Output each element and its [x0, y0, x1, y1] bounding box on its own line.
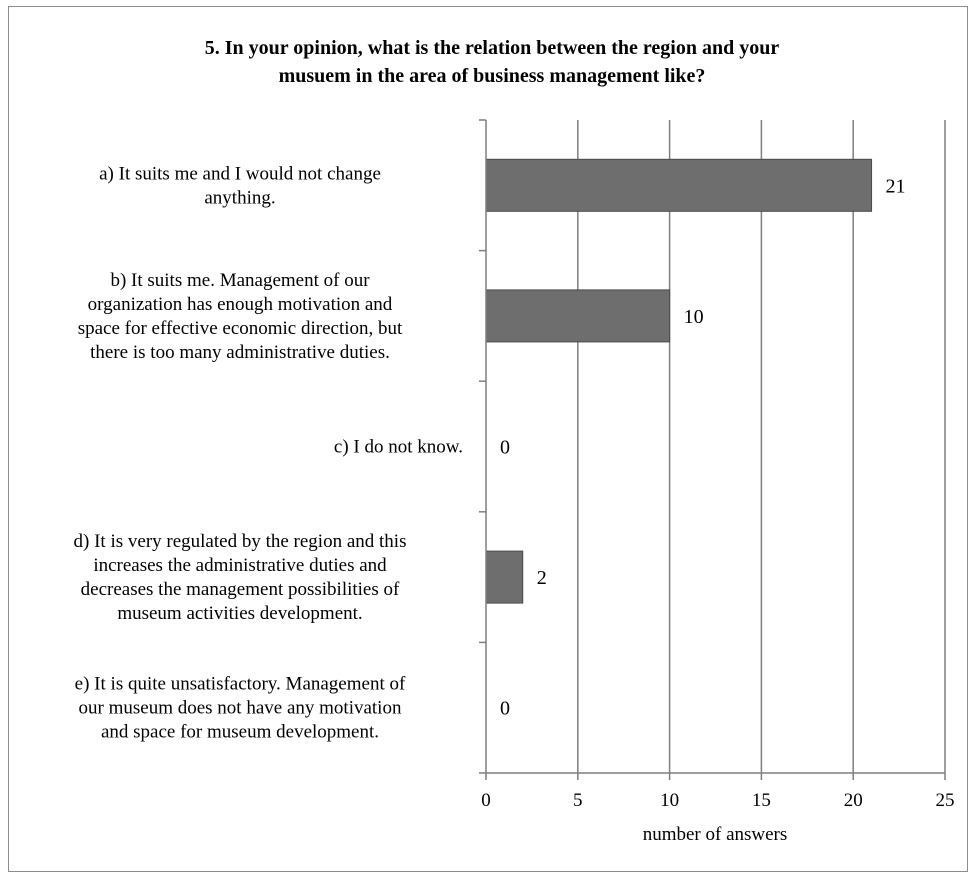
data-label-2: 0 — [500, 437, 510, 459]
bars — [485, 158, 873, 604]
category-label-line: there is too many administrative duties. — [90, 342, 390, 363]
category-label-line: space for effective economic direction, … — [78, 318, 403, 339]
x-tick-label-5: 5 — [573, 790, 583, 811]
category-label-line: and space for museum development. — [101, 722, 379, 743]
x-tick-label-0: 0 — [481, 790, 491, 811]
category-label-line: decreases the management possibilities o… — [81, 579, 400, 600]
category-label-line: anything. — [204, 187, 275, 208]
category-label-line: our museum does not have any motivation — [79, 698, 402, 719]
category-label-1: b) It suits me. Management of our organiz… — [78, 270, 403, 363]
category-label-line: museum activities development. — [117, 603, 362, 624]
category-label-line: d) It is very regulated by the region an… — [74, 531, 407, 552]
bar-0 — [485, 158, 873, 212]
data-label-3: 2 — [537, 567, 547, 589]
category-label-line: a) It suits me and I would not change — [99, 163, 381, 184]
data-labels: 21 10 0 2 0 — [500, 175, 906, 719]
x-axis-title: number of answers — [643, 824, 788, 845]
data-label-1: 10 — [684, 306, 704, 328]
category-label-0: a) It suits me and I would not change any… — [99, 163, 381, 208]
data-label-4: 0 — [500, 698, 510, 720]
category-labels: a) It suits me and I would not change any… — [74, 163, 463, 742]
grid-lines — [577, 120, 946, 773]
x-tick-label-20: 20 — [844, 790, 863, 811]
data-label-0: 21 — [886, 175, 906, 197]
category-label-3: d) It is very regulated by the region an… — [74, 531, 407, 624]
category-label-4: e) It is quite unsatisfactory. Managemen… — [75, 674, 406, 743]
bar-3 — [485, 550, 524, 604]
category-label-line: b) It suits me. Management of our — [110, 270, 370, 291]
chart-title-line-1: 5. In your opinion, what is the relation… — [205, 37, 780, 59]
chart-title-line-2: musuem in the area of business managemen… — [279, 65, 706, 87]
x-tick-label-15: 15 — [752, 790, 771, 811]
category-label-line: e) It is quite unsatisfactory. Managemen… — [75, 674, 406, 695]
x-tick-labels: 0 5 10 15 20 25 — [481, 790, 954, 811]
category-label-line: c) I do not know. — [334, 437, 463, 458]
x-tick-label-10: 10 — [660, 790, 679, 811]
category-label-2: c) I do not know. — [334, 437, 463, 458]
axes — [479, 119, 946, 780]
category-label-line: increases the administrative duties and — [93, 555, 387, 576]
chart-frame — [8, 6, 968, 872]
category-label-line: organization has enough motivation and — [88, 294, 393, 315]
bar-1 — [485, 289, 671, 343]
x-tick-label-25: 25 — [936, 790, 955, 811]
